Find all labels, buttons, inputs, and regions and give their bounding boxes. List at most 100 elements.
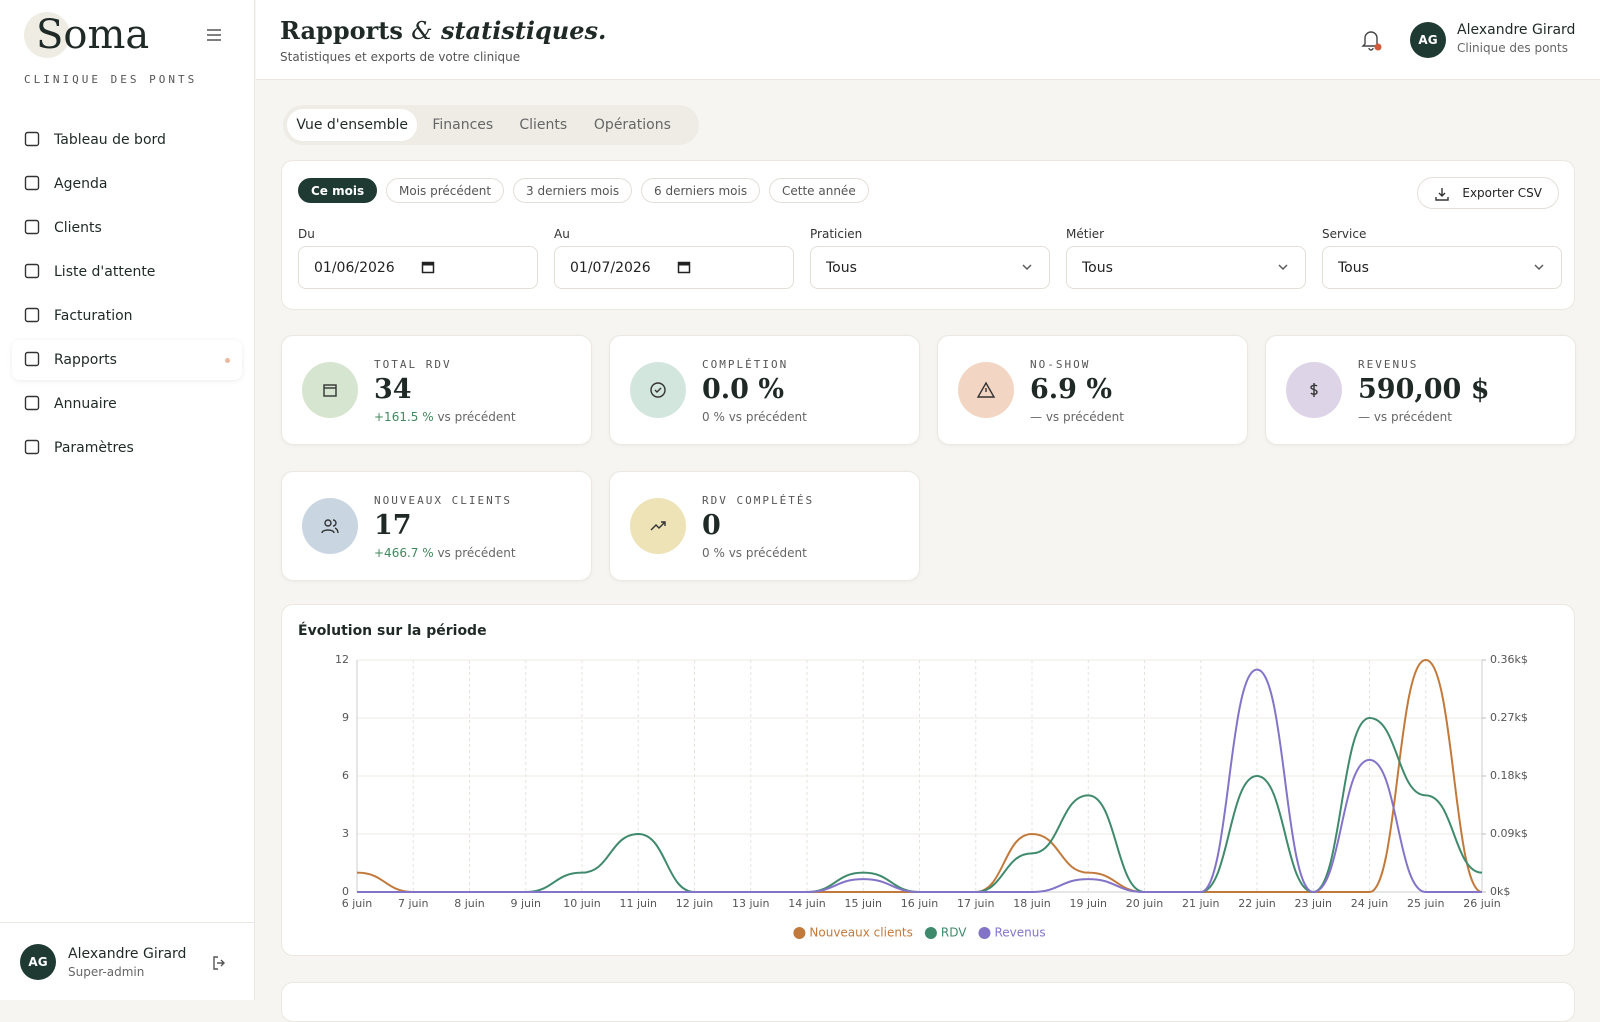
header-user-name: Alexandre Girard	[1457, 22, 1576, 38]
kpi-change: —	[1358, 410, 1370, 424]
legend-swatch	[924, 927, 937, 939]
kpi-label: TOTAL RDV	[374, 358, 452, 371]
field-value: Tous	[1338, 259, 1369, 276]
export-button[interactable]: Exporter CSV	[1417, 177, 1559, 209]
kpi-value: 0.0 %	[702, 374, 785, 405]
field-label: Métier	[1066, 227, 1105, 241]
kpi-glyph	[976, 381, 996, 398]
y2-tick-label: 0.09k$	[1490, 827, 1528, 840]
y2-tick-label: 0.36k$	[1490, 653, 1528, 666]
notification-bell[interactable]	[1361, 28, 1383, 52]
tab[interactable]: Finances	[432, 117, 494, 133]
x-tick-label: 21 juin	[1182, 897, 1220, 910]
field-label: Praticien	[810, 227, 863, 241]
chevron-icon	[1534, 264, 1544, 270]
user-name: Alexandre Girard	[68, 946, 187, 962]
kpi-icon	[302, 362, 358, 418]
legend-swatch	[793, 927, 806, 939]
kpi-glyph	[323, 384, 337, 397]
nav-icon	[24, 219, 40, 235]
nav-icon	[24, 175, 40, 191]
x-tick-label: 6 juin	[342, 897, 373, 910]
avatar: AG	[20, 944, 56, 980]
logo-mark	[24, 12, 70, 58]
field-input[interactable]: 01/07/2026	[554, 246, 794, 289]
nav-icon	[24, 351, 40, 367]
kpi-change: 0 %	[702, 410, 725, 424]
kpi-icon	[1286, 362, 1342, 418]
preset[interactable]: 6 derniers mois	[641, 178, 761, 203]
nav-item[interactable]: Liste d'attente	[12, 252, 242, 292]
kpi-card: REVENUS 590,00 $ — vs précédent	[1265, 335, 1576, 445]
clinic-subtitle: CLINIQUE DES PONTS	[24, 73, 198, 86]
field-icon	[1021, 261, 1033, 277]
kpi-change: +466.7 %	[374, 546, 434, 560]
x-tick-label: 12 juin	[676, 897, 714, 910]
field-icon	[677, 260, 691, 278]
menu-icon[interactable]	[206, 28, 222, 42]
field-input[interactable]: Tous	[810, 246, 1050, 289]
field-label: Service	[1322, 227, 1367, 241]
active-dot	[225, 358, 230, 363]
kpi-icon	[630, 362, 686, 418]
nav-label: Tableau de bord	[54, 132, 166, 148]
field-label: Au	[554, 227, 570, 241]
title-amp: &	[411, 17, 433, 45]
field-icon	[1277, 261, 1289, 277]
nav-item[interactable]: Rapports	[12, 340, 242, 380]
nav-item[interactable]: Clients	[12, 208, 242, 248]
sidebar: Soma CLINIQUE DES PONTS Tableau de bord A…	[0, 0, 255, 1000]
kpi-note: vs précédent	[728, 410, 807, 424]
tab[interactable]: Opérations	[593, 117, 671, 133]
kpi-label: NO-SHOW	[1030, 358, 1091, 371]
kpi-change-row: 0 % vs précédent	[702, 410, 807, 424]
kpi-value: 6.9 %	[1030, 374, 1113, 405]
export-label: Exporter CSV	[1462, 186, 1542, 200]
nav-item[interactable]: Annuaire	[12, 384, 242, 424]
kpi-glyph	[650, 521, 666, 531]
nav-icon	[24, 439, 40, 455]
preset[interactable]: Ce mois	[298, 178, 378, 203]
x-tick-label: 23 juin	[1294, 897, 1332, 910]
nav-label: Clients	[54, 220, 102, 236]
nav-label: Facturation	[54, 308, 133, 324]
kpi-value: 17	[374, 510, 412, 541]
nav-item[interactable]: Agenda	[12, 164, 242, 204]
kpi-value: 34	[374, 374, 412, 405]
x-tick-label: 13 juin	[732, 897, 770, 910]
legend-label: Revenus	[994, 926, 1045, 940]
kpi-note: vs précédent	[437, 410, 516, 424]
nav-icon	[24, 395, 40, 411]
kpi-glyph	[321, 519, 339, 534]
kpi-change-row: +466.7 % vs précédent	[374, 546, 516, 560]
kpi-label: COMPLÉTION	[702, 358, 789, 371]
x-tick-label: 9 juin	[510, 897, 541, 910]
kpi-change-row: — vs précédent	[1358, 410, 1452, 424]
logout-icon[interactable]	[212, 955, 228, 971]
nav-label: Paramètres	[54, 440, 134, 456]
page-title: Rapports & statistiques.	[280, 16, 606, 45]
field-input[interactable]: Tous	[1066, 246, 1306, 289]
kpi-note: vs précédent	[728, 546, 807, 560]
nav-item[interactable]: Tableau de bord	[12, 120, 242, 160]
y-tick-label: 12	[335, 653, 349, 666]
legend-label: RDV	[941, 926, 967, 940]
x-tick-label: 10 juin	[563, 897, 601, 910]
kpi-value: 0	[702, 510, 721, 541]
kpi-icon	[630, 498, 686, 554]
field-icon	[421, 260, 435, 278]
filter-card: Exporter CSV Ce mois Mois précédent 3 dern…	[281, 160, 1575, 310]
y-tick-label: 9	[342, 711, 349, 724]
nav-item[interactable]: Paramètres	[12, 428, 242, 468]
tab[interactable]: Clients	[519, 117, 568, 133]
preset[interactable]: 3 derniers mois	[513, 178, 633, 203]
field-value: Tous	[1082, 259, 1113, 276]
field-input[interactable]: 01/06/2026	[298, 246, 538, 289]
header-user-clinic: Clinique des ponts	[1457, 41, 1568, 55]
preset[interactable]: Mois précédent	[386, 178, 505, 203]
nav-item[interactable]: Facturation	[12, 296, 242, 336]
preset[interactable]: Cette année	[769, 178, 869, 203]
field-input[interactable]: Tous	[1322, 246, 1562, 289]
header-avatar[interactable]: AG	[1410, 22, 1446, 58]
tab[interactable]: Vue d'ensemble	[287, 109, 418, 141]
